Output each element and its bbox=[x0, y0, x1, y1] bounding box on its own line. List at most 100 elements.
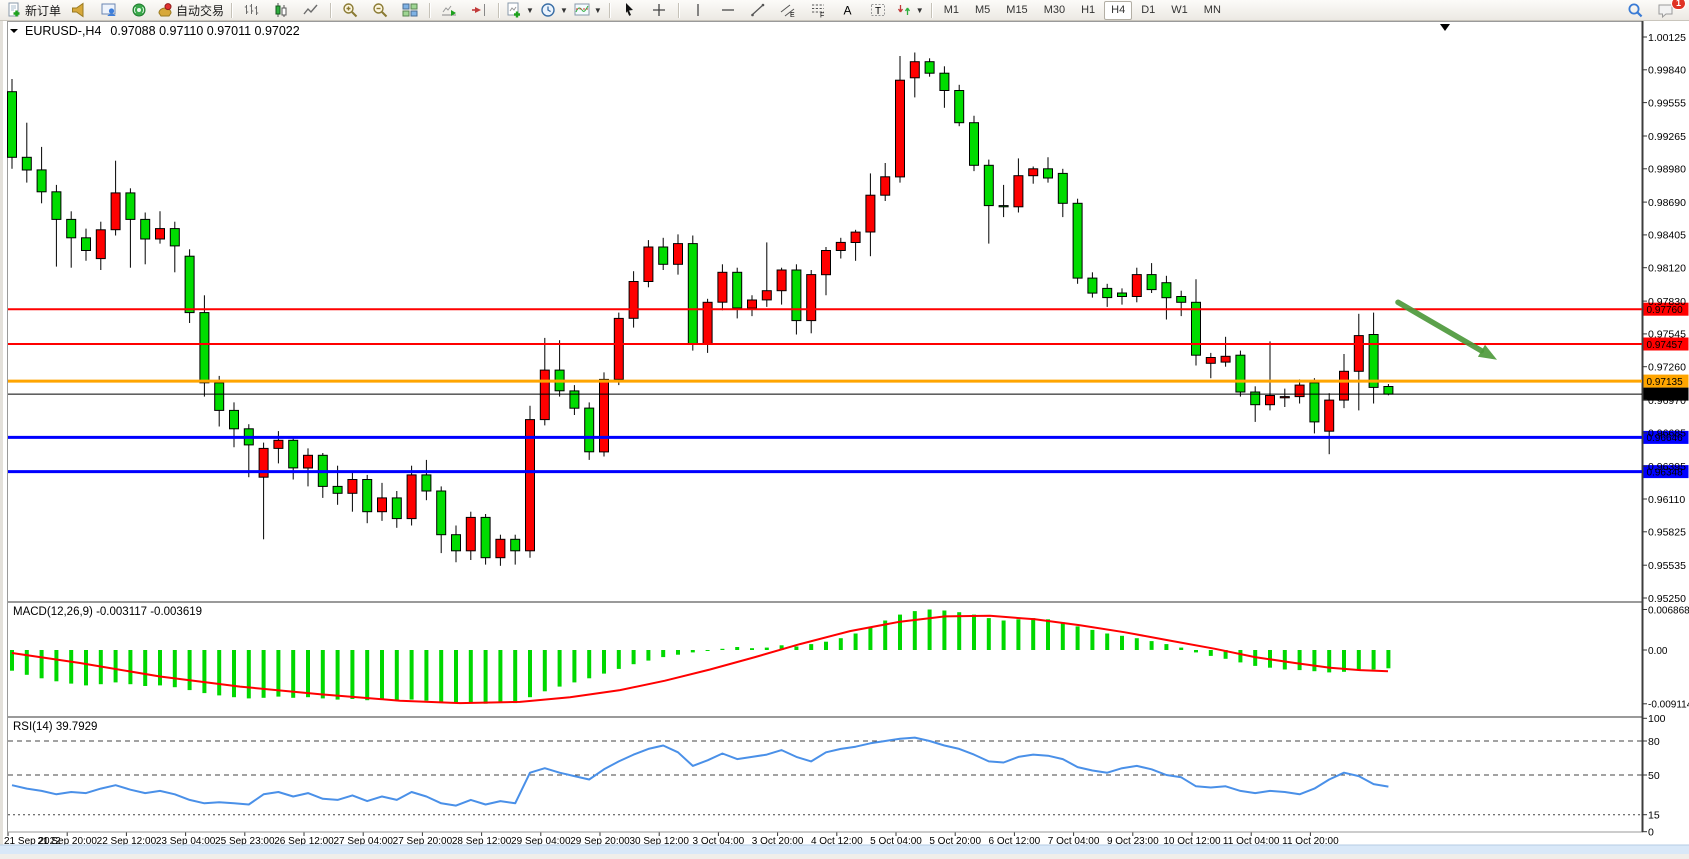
candlestick-icon bbox=[275, 3, 287, 17]
arrow-annotation[interactable] bbox=[1395, 299, 1485, 354]
auto-scroll-button[interactable] bbox=[434, 1, 464, 20]
toolbar-separator bbox=[231, 2, 233, 18]
candle-body bbox=[761, 290, 772, 301]
text-a-icon: A bbox=[843, 4, 851, 18]
arrow-annotation-head[interactable] bbox=[1477, 344, 1497, 360]
macd-histogram-bar bbox=[113, 650, 118, 683]
price-panel bbox=[7, 21, 1643, 602]
text-button[interactable]: A bbox=[833, 1, 863, 20]
macd-histogram-bar bbox=[1149, 641, 1154, 650]
candle-body bbox=[140, 218, 151, 240]
price-tick-label: 0.95535 bbox=[1648, 560, 1686, 572]
price-tag-label: 0.97760 bbox=[1647, 305, 1684, 316]
timeframe-m5-button[interactable]: M5 bbox=[975, 4, 991, 17]
timeframe-h4-button[interactable]: H4 bbox=[1104, 0, 1133, 20]
candle-body bbox=[539, 369, 550, 421]
chart-shift-marker[interactable] bbox=[1440, 24, 1450, 31]
candle-body bbox=[436, 490, 447, 536]
macd-histogram-bar bbox=[454, 650, 458, 704]
indicators-dropdown[interactable]: ▼ bbox=[571, 1, 605, 20]
tile-windows-button[interactable] bbox=[395, 1, 425, 20]
timeframe-m30-button[interactable]: M30 bbox=[1043, 4, 1066, 17]
price-tick-label: 0.99555 bbox=[1648, 97, 1686, 109]
price-tick-label: 0.95825 bbox=[1648, 527, 1686, 539]
cursor-button[interactable] bbox=[614, 1, 644, 20]
macd-histogram-bar bbox=[335, 650, 340, 700]
macd-histogram-bar bbox=[809, 644, 814, 650]
candle-body bbox=[303, 454, 313, 469]
text-label-button[interactable]: T bbox=[863, 1, 893, 20]
vertical-line-button[interactable] bbox=[683, 1, 713, 20]
search-button[interactable] bbox=[1620, 1, 1650, 20]
periods-dropdown[interactable]: ▼ bbox=[537, 1, 571, 20]
macd-histogram-bar bbox=[365, 650, 370, 701]
candle-body bbox=[1205, 357, 1216, 364]
macd-histogram-bar bbox=[291, 650, 296, 698]
candle-body bbox=[776, 269, 787, 292]
timeframe-d1-button[interactable]: D1 bbox=[1141, 4, 1156, 17]
bar-chart-button[interactable] bbox=[236, 1, 266, 20]
candle-body bbox=[1294, 384, 1305, 398]
arrow-annotation-layer bbox=[1395, 299, 1497, 360]
horn-icon bbox=[72, 2, 84, 18]
price-tick-label: 0.97830 bbox=[1648, 296, 1686, 308]
candle-body bbox=[1057, 172, 1068, 204]
timeframe-mn-button[interactable]: MN bbox=[1203, 4, 1221, 17]
horizontal-line-button[interactable] bbox=[713, 1, 743, 20]
candle-body bbox=[229, 409, 239, 430]
arrows-dropdown[interactable]: ▼ bbox=[893, 1, 927, 20]
zoom-in-button[interactable] bbox=[335, 1, 365, 20]
channel-button[interactable]: E bbox=[773, 1, 803, 20]
candle-body bbox=[1072, 202, 1083, 279]
macd-histogram-bar bbox=[24, 650, 29, 675]
macd-histogram-bar bbox=[838, 638, 843, 650]
time-tick-label: 7 Oct 04:00 bbox=[1048, 836, 1100, 847]
trendline-button[interactable] bbox=[743, 1, 773, 20]
notifications-button[interactable]: 1 bbox=[1650, 0, 1686, 20]
macd-histogram-bar bbox=[1342, 650, 1346, 672]
candle-body bbox=[332, 485, 343, 494]
price-tag-label: 0.97022 bbox=[1647, 390, 1684, 401]
candlestick-button[interactable] bbox=[266, 1, 296, 20]
crosshair-button[interactable] bbox=[644, 1, 674, 20]
macd-histogram-bar bbox=[380, 650, 384, 700]
chart-menu-icon[interactable] bbox=[10, 29, 18, 33]
autotrading-button[interactable]: 自动交易 bbox=[154, 1, 227, 20]
timeframe-m15-button[interactable]: M15 bbox=[1006, 4, 1028, 17]
time-tick-label: 6 Oct 12:00 bbox=[989, 836, 1041, 847]
macd-panel bbox=[7, 602, 1643, 717]
auto-scroll-icon bbox=[442, 5, 457, 16]
macd-histogram-bar bbox=[306, 650, 310, 698]
macd-histogram-bar bbox=[1134, 638, 1139, 650]
candle-body bbox=[643, 246, 654, 282]
timeframe-w1-button[interactable]: W1 bbox=[1171, 4, 1188, 17]
candle-body bbox=[850, 231, 861, 244]
bottom-strip bbox=[0, 845, 1689, 854]
candle-body bbox=[1146, 274, 1157, 291]
fibonacci-button[interactable]: F bbox=[803, 1, 833, 20]
price-tick-label: 0.96395 bbox=[1648, 461, 1686, 473]
timeframe-m1-button[interactable]: M1 bbox=[943, 4, 959, 17]
macd-histogram-bar bbox=[720, 648, 725, 650]
chart-shift-button[interactable] bbox=[464, 1, 494, 20]
new-order-button[interactable]: 新订单 bbox=[3, 1, 64, 20]
market-watch-button[interactable] bbox=[94, 1, 124, 20]
macd-histogram-bar bbox=[1090, 629, 1095, 650]
candle-body bbox=[613, 317, 624, 380]
macd-histogram-bar bbox=[439, 650, 444, 702]
line-chart-button[interactable] bbox=[296, 1, 326, 20]
community-button[interactable] bbox=[124, 1, 154, 20]
candle-body bbox=[1353, 335, 1364, 372]
alerts-button[interactable] bbox=[64, 1, 94, 20]
candle-body bbox=[732, 271, 743, 309]
svg-text:T: T bbox=[875, 6, 881, 17]
chart-canvas[interactable]: 0.97760 0.97457 0.97135 0.96646 0.96348 0.970… bbox=[0, 21, 1689, 854]
new-chart-dropdown[interactable]: ▼ bbox=[503, 1, 537, 20]
macd-axis-label: 0.00 bbox=[1648, 646, 1668, 657]
candle-body bbox=[1028, 168, 1039, 177]
zoom-out-button[interactable] bbox=[365, 1, 395, 20]
price-axis-ticks: 1.00125 0.99840 0.99555 0.99265 0.98980 0.986… bbox=[1642, 32, 1686, 605]
candle-body bbox=[21, 156, 32, 171]
candle-body bbox=[51, 191, 62, 220]
timeframe-h1-button[interactable]: H1 bbox=[1081, 4, 1096, 17]
